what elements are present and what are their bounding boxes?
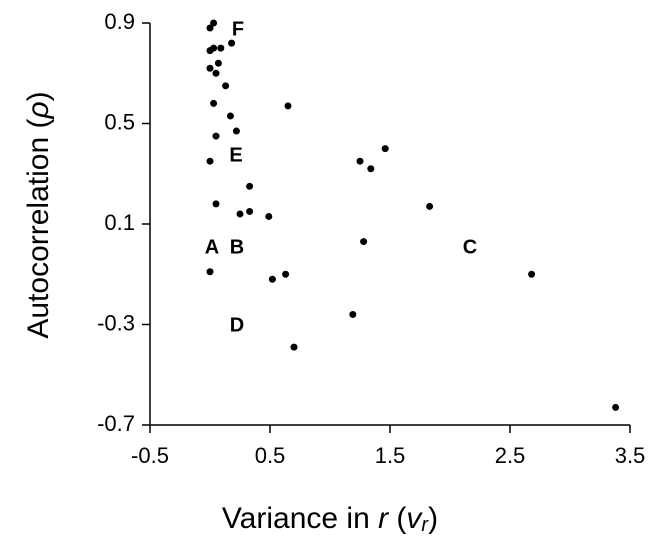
x-tick-label: 1.5 bbox=[375, 443, 406, 468]
annotation: F bbox=[232, 18, 244, 40]
y-label-part: ) bbox=[22, 91, 55, 101]
point bbox=[210, 19, 218, 27]
point bbox=[381, 145, 389, 153]
point bbox=[356, 157, 364, 165]
point bbox=[217, 44, 225, 52]
point bbox=[210, 99, 218, 107]
point bbox=[528, 270, 536, 278]
point bbox=[236, 210, 244, 218]
point bbox=[232, 127, 240, 135]
x-tick-label: 2.5 bbox=[495, 443, 526, 468]
y-label-part: Autocorrelation ( bbox=[22, 119, 55, 339]
x-label-part: Variance in bbox=[222, 502, 378, 535]
point bbox=[212, 200, 220, 208]
x-label-part: v bbox=[406, 502, 423, 535]
annotation: E bbox=[229, 144, 242, 166]
y-tick-label: 0.9 bbox=[104, 9, 135, 34]
point bbox=[214, 59, 222, 67]
x-axis-label: Variance in r (vr) bbox=[222, 502, 438, 536]
annotation: D bbox=[230, 314, 244, 336]
annotation: B bbox=[230, 236, 244, 258]
annotation: A bbox=[205, 236, 219, 258]
point bbox=[206, 24, 214, 32]
point bbox=[426, 202, 434, 210]
x-label-part: r bbox=[421, 514, 429, 536]
point bbox=[228, 39, 236, 47]
point bbox=[212, 132, 220, 140]
point bbox=[212, 69, 220, 77]
x-label-part: r bbox=[378, 502, 389, 535]
y-tick-label: 0.5 bbox=[104, 109, 135, 134]
point bbox=[206, 157, 214, 165]
point bbox=[265, 212, 273, 220]
x-tick-label: 0.5 bbox=[255, 443, 286, 468]
y-label-part: ρ bbox=[22, 101, 55, 119]
point bbox=[290, 343, 298, 351]
x-label-part: ( bbox=[388, 502, 406, 535]
point bbox=[206, 64, 214, 72]
point bbox=[349, 310, 357, 318]
point bbox=[222, 82, 230, 90]
point bbox=[612, 403, 620, 411]
y-tick-label: -0.3 bbox=[97, 310, 135, 335]
point bbox=[246, 207, 254, 215]
x-tick-label: -0.5 bbox=[131, 443, 169, 468]
point bbox=[282, 270, 290, 278]
point bbox=[206, 268, 214, 276]
point bbox=[360, 238, 368, 246]
x-tick-label: 3.5 bbox=[615, 443, 646, 468]
point bbox=[210, 44, 218, 52]
point bbox=[226, 112, 234, 120]
point bbox=[268, 275, 276, 283]
annotation: C bbox=[463, 236, 477, 258]
point bbox=[246, 182, 254, 190]
y-tick-label: 0.1 bbox=[104, 210, 135, 235]
point bbox=[284, 102, 292, 110]
y-tick-label: -0.7 bbox=[97, 411, 135, 436]
point bbox=[367, 165, 375, 173]
y-axis-label: Autocorrelation (ρ) bbox=[22, 91, 55, 338]
x-label-part: ) bbox=[428, 502, 438, 535]
